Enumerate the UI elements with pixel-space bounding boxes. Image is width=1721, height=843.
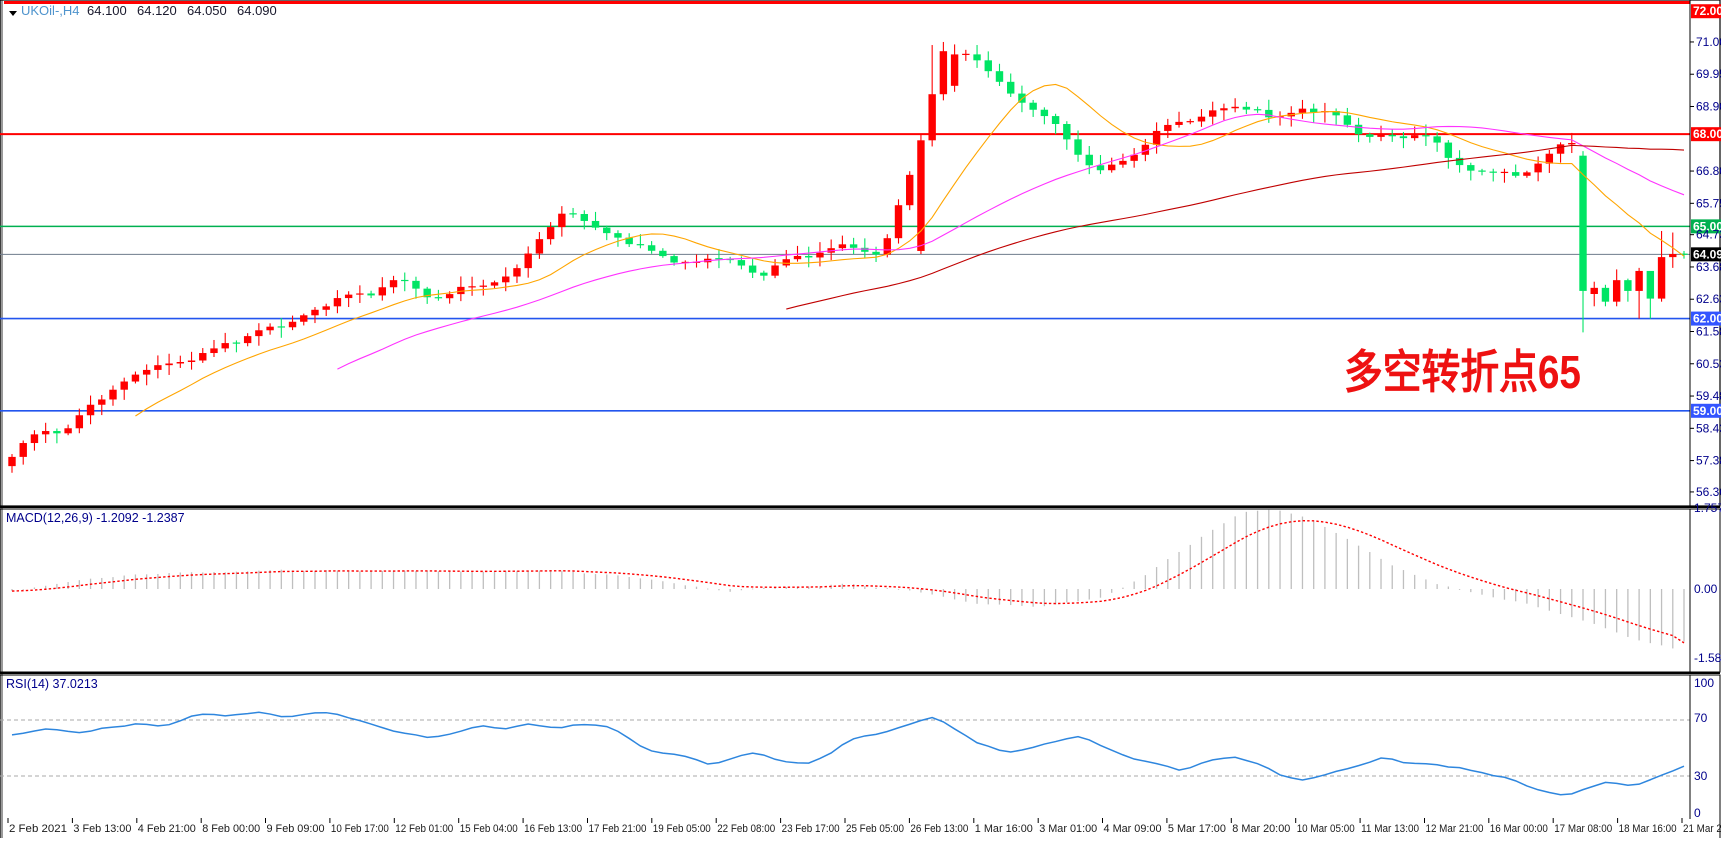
svg-text:18 Mar 16:00: 18 Mar 16:00 [1619,823,1677,835]
svg-text:22 Feb 08:00: 22 Feb 08:00 [717,823,775,835]
svg-text:68.900: 68.900 [1696,100,1721,114]
svg-text:-1.586: -1.586 [1694,651,1721,665]
svg-text:2 Feb 2021: 2 Feb 2021 [9,823,67,835]
svg-text:RSI(14) 37.0213: RSI(14) 37.0213 [6,677,98,691]
svg-text:12 Mar 21:00: 12 Mar 21:00 [1426,823,1484,835]
svg-text:64.120: 64.120 [137,3,177,18]
svg-text:64.050: 64.050 [187,3,227,18]
svg-text:64.730: 64.730 [1696,228,1721,242]
svg-text:12 Feb 01:00: 12 Feb 01:00 [395,823,453,835]
svg-text:26 Feb 13:00: 26 Feb 13:00 [910,823,968,835]
svg-text:62.000: 62.000 [1693,312,1721,326]
svg-text:69.950: 69.950 [1696,67,1721,81]
svg-text:MACD(12,26,9) -1.2092 -1.2387: MACD(12,26,9) -1.2092 -1.2387 [6,511,185,525]
svg-text:10 Mar 05:00: 10 Mar 05:00 [1297,823,1355,835]
svg-text:72.000: 72.000 [1693,4,1721,18]
svg-text:21 Mar 23:00: 21 Mar 23:00 [1683,823,1721,835]
svg-text:5 Mar 17:00: 5 Mar 17:00 [1168,823,1226,835]
svg-text:15 Feb 04:00: 15 Feb 04:00 [460,823,518,835]
svg-text:10 Feb 17:00: 10 Feb 17:00 [331,823,389,835]
svg-text:59.000: 59.000 [1693,404,1721,418]
svg-text:8 Feb 00:00: 8 Feb 00:00 [202,823,260,835]
svg-text:56.360: 56.360 [1696,485,1721,499]
svg-text:16 Mar 00:00: 16 Mar 00:00 [1490,823,1548,835]
svg-text:0.00: 0.00 [1694,582,1718,596]
svg-text:17 Mar 08:00: 17 Mar 08:00 [1554,823,1612,835]
svg-text:3 Feb 13:00: 3 Feb 13:00 [73,823,131,835]
svg-text:0: 0 [1694,806,1701,820]
svg-text:16 Feb 13:00: 16 Feb 13:00 [524,823,582,835]
svg-text:68.000: 68.000 [1693,127,1721,141]
svg-text:UKOil-,H4: UKOil-,H4 [21,3,80,18]
svg-text:64.100: 64.100 [87,3,127,18]
svg-text:60.530: 60.530 [1696,357,1721,371]
svg-text:65.750: 65.750 [1696,196,1721,210]
svg-text:64.090: 64.090 [237,3,277,18]
svg-text:62.630: 62.630 [1696,292,1721,306]
svg-text:多空转折点65: 多空转折点65 [1344,346,1581,398]
svg-text:63.680: 63.680 [1696,260,1721,274]
svg-text:66.800: 66.800 [1696,164,1721,178]
svg-text:8 Mar 20:00: 8 Mar 20:00 [1232,823,1290,835]
svg-text:11 Mar 13:00: 11 Mar 13:00 [1361,823,1419,835]
svg-text:71.000: 71.000 [1696,35,1721,49]
svg-text:58.430: 58.430 [1696,421,1721,435]
svg-text:59.480: 59.480 [1696,389,1721,403]
svg-text:19 Feb 05:00: 19 Feb 05:00 [653,823,711,835]
svg-text:61.580: 61.580 [1696,324,1721,338]
svg-text:100: 100 [1694,676,1714,690]
svg-text:30: 30 [1694,769,1708,783]
svg-text:1.7579: 1.7579 [1694,501,1721,515]
svg-text:23 Feb 17:00: 23 Feb 17:00 [782,823,840,835]
svg-text:4 Mar 09:00: 4 Mar 09:00 [1104,823,1162,835]
svg-text:1 Mar 16:00: 1 Mar 16:00 [975,823,1033,835]
svg-text:4 Feb 21:00: 4 Feb 21:00 [138,823,196,835]
svg-text:9 Feb 09:00: 9 Feb 09:00 [267,823,325,835]
svg-text:70: 70 [1694,711,1708,725]
svg-text:3 Mar 01:00: 3 Mar 01:00 [1039,823,1097,835]
svg-text:57.380: 57.380 [1696,454,1721,468]
svg-text:17 Feb 21:00: 17 Feb 21:00 [589,823,647,835]
svg-text:25 Feb 05:00: 25 Feb 05:00 [846,823,904,835]
